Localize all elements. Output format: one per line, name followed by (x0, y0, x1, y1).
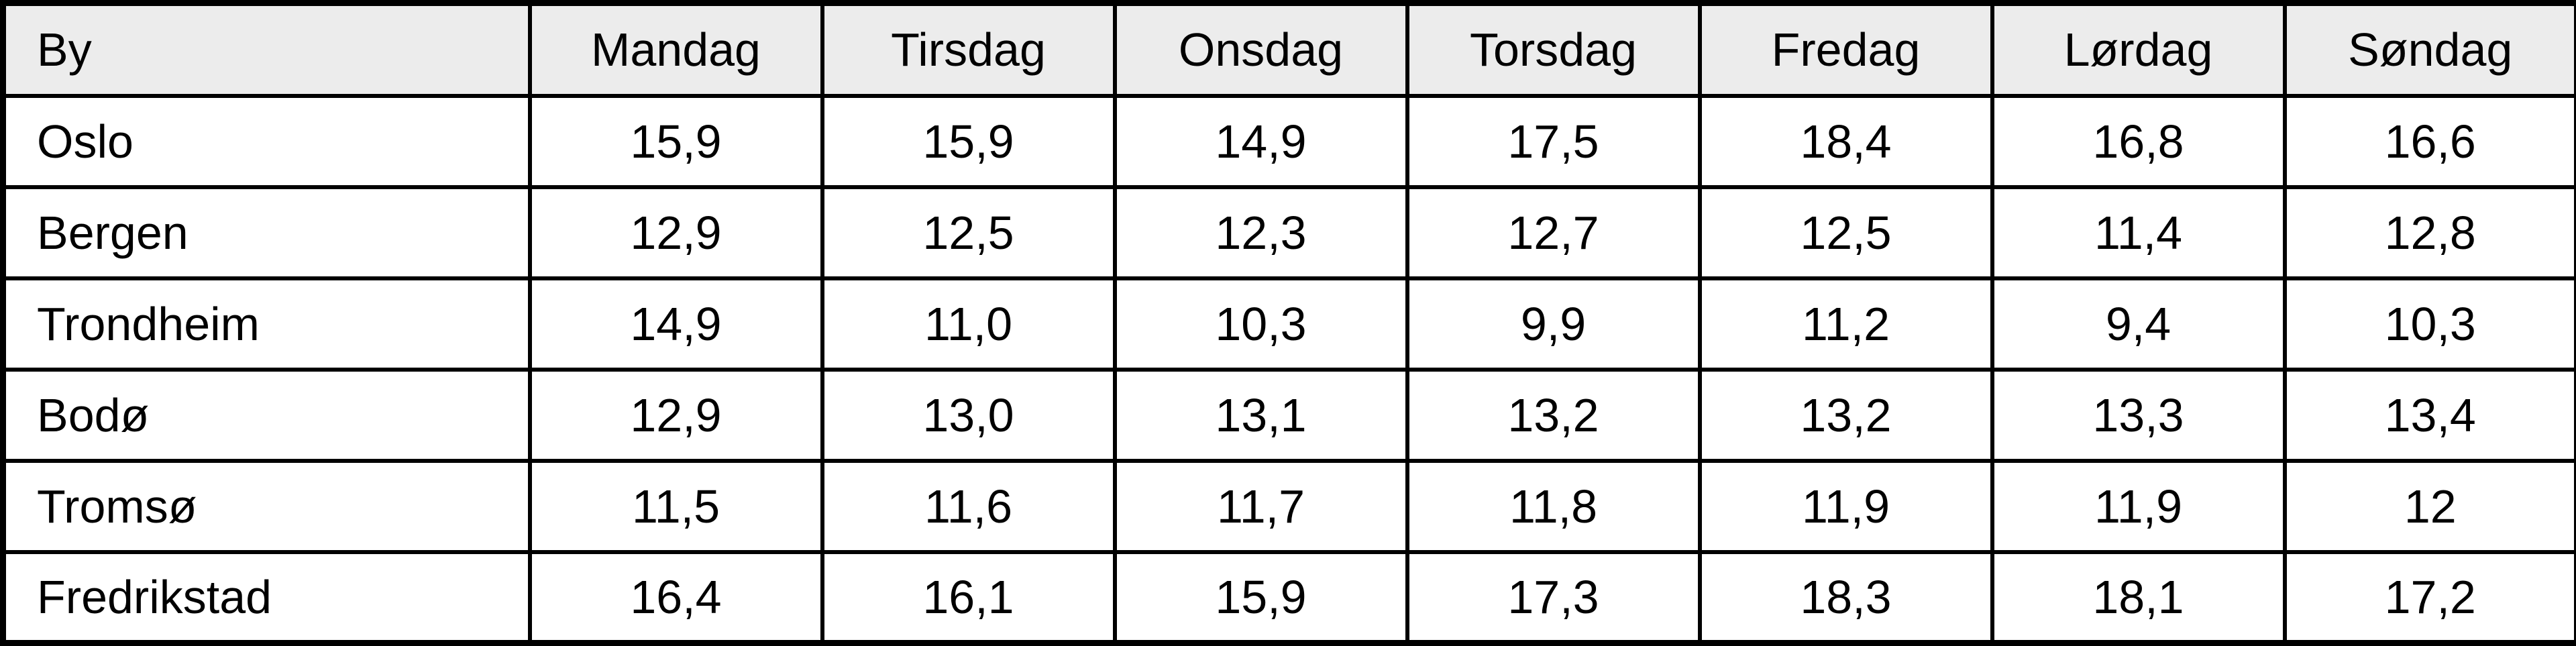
value-cell: 15,9 (1115, 552, 1407, 643)
column-header-lordag: Lørdag (1992, 3, 2285, 96)
city-cell: Bergen (3, 187, 530, 278)
city-cell: Bodø (3, 370, 530, 461)
value-cell: 13,3 (1992, 370, 2285, 461)
value-cell: 15,9 (822, 96, 1115, 187)
value-cell: 16,8 (1992, 96, 2285, 187)
column-header-sondag: Søndag (2285, 3, 2576, 96)
header-row: By Mandag Tirsdag Onsdag Torsdag Fredag … (3, 3, 2576, 96)
value-cell: 11,6 (822, 461, 1115, 552)
value-cell: 12 (2285, 461, 2576, 552)
city-cell: Oslo (3, 96, 530, 187)
table-row-bodo: Bodø 12,9 13,0 13,1 13,2 13,2 13,3 13,4 (3, 370, 2576, 461)
value-cell: 12,9 (530, 370, 822, 461)
city-cell: Fredrikstad (3, 552, 530, 643)
column-header-onsdag: Onsdag (1115, 3, 1407, 96)
value-cell: 12,5 (822, 187, 1115, 278)
value-cell: 12,7 (1407, 187, 1700, 278)
table-row-trondheim: Trondheim 14,9 11,0 10,3 9,9 11,2 9,4 10… (3, 278, 2576, 370)
column-header-mandag: Mandag (530, 3, 822, 96)
city-cell: Trondheim (3, 278, 530, 370)
value-cell: 11,0 (822, 278, 1115, 370)
value-cell: 11,4 (1992, 187, 2285, 278)
column-header-tirsdag: Tirsdag (822, 3, 1115, 96)
table-row-oslo: Oslo 15,9 15,9 14,9 17,5 18,4 16,8 16,6 (3, 96, 2576, 187)
value-cell: 11,2 (1700, 278, 1992, 370)
value-cell: 13,2 (1407, 370, 1700, 461)
value-cell: 9,9 (1407, 278, 1700, 370)
value-cell: 16,6 (2285, 96, 2576, 187)
value-cell: 10,3 (1115, 278, 1407, 370)
value-cell: 13,2 (1700, 370, 1992, 461)
column-header-fredag: Fredag (1700, 3, 1992, 96)
city-cell: Tromsø (3, 461, 530, 552)
table-row-fredrikstad: Fredrikstad 16,4 16,1 15,9 17,3 18,3 18,… (3, 552, 2576, 643)
value-cell: 16,1 (822, 552, 1115, 643)
value-cell: 11,8 (1407, 461, 1700, 552)
table-row-tromso: Tromsø 11,5 11,6 11,7 11,8 11,9 11,9 12 (3, 461, 2576, 552)
value-cell: 10,3 (2285, 278, 2576, 370)
value-cell: 11,5 (530, 461, 822, 552)
value-cell: 12,3 (1115, 187, 1407, 278)
value-cell: 15,9 (530, 96, 822, 187)
value-cell: 13,0 (822, 370, 1115, 461)
value-cell: 13,1 (1115, 370, 1407, 461)
value-cell: 11,9 (1700, 461, 1992, 552)
column-header-by: By (3, 3, 530, 96)
value-cell: 14,9 (530, 278, 822, 370)
value-cell: 18,1 (1992, 552, 2285, 643)
value-cell: 12,9 (530, 187, 822, 278)
table-row-bergen: Bergen 12,9 12,5 12,3 12,7 12,5 11,4 12,… (3, 187, 2576, 278)
value-cell: 13,4 (2285, 370, 2576, 461)
value-cell: 14,9 (1115, 96, 1407, 187)
value-cell: 9,4 (1992, 278, 2285, 370)
value-cell: 17,5 (1407, 96, 1700, 187)
value-cell: 18,4 (1700, 96, 1992, 187)
value-cell: 18,3 (1700, 552, 1992, 643)
value-cell: 17,2 (2285, 552, 2576, 643)
value-cell: 11,9 (1992, 461, 2285, 552)
value-cell: 16,4 (530, 552, 822, 643)
value-cell: 11,7 (1115, 461, 1407, 552)
value-cell: 12,8 (2285, 187, 2576, 278)
value-cell: 12,5 (1700, 187, 1992, 278)
value-cell: 17,3 (1407, 552, 1700, 643)
column-header-torsdag: Torsdag (1407, 3, 1700, 96)
